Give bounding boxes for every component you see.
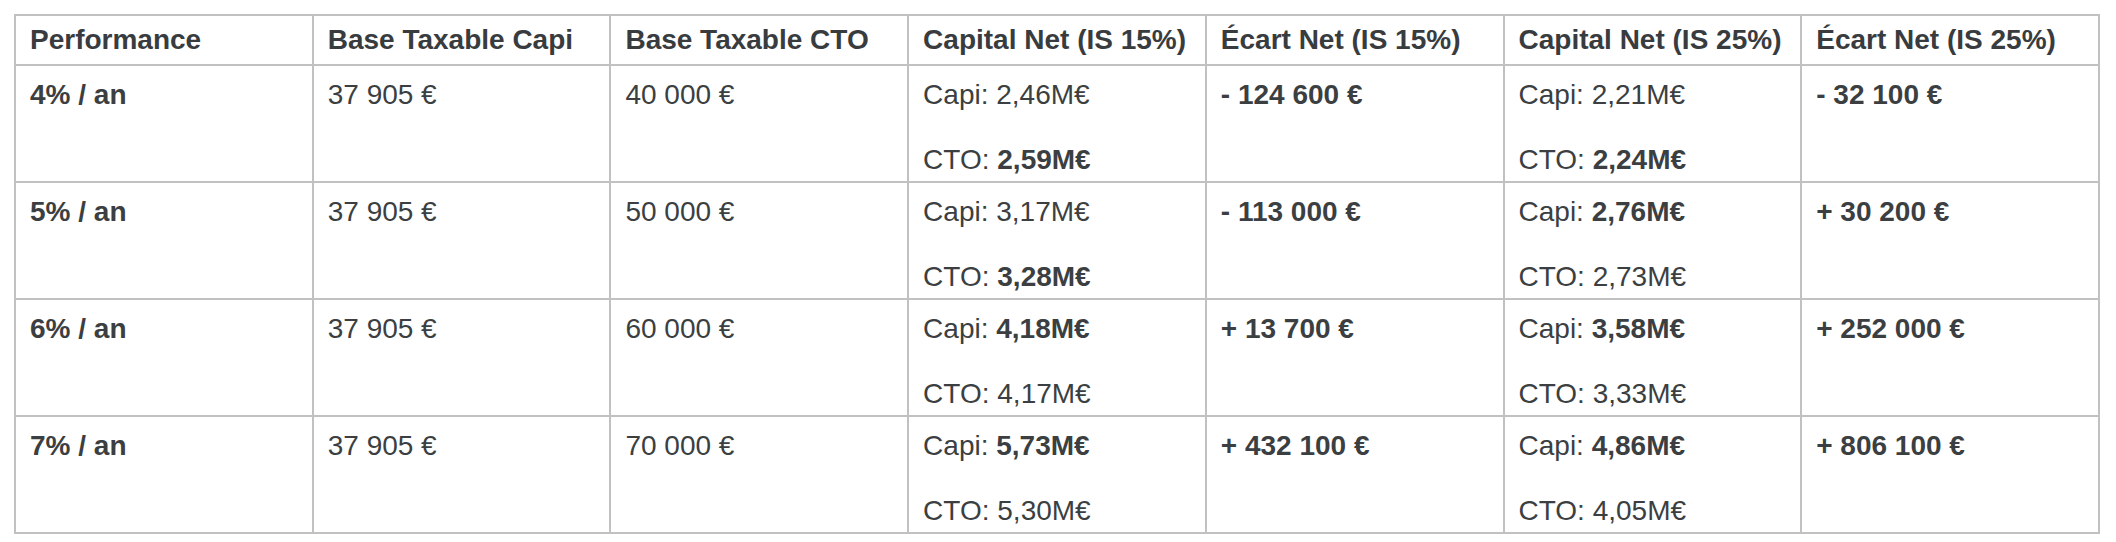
capi-line: Capi: 2,76M€ — [1519, 195, 1787, 229]
column-header-base-taxable-cto: Base Taxable CTO — [610, 15, 908, 65]
cto-line: CTO: 3,33M€ — [1519, 377, 1787, 411]
column-header-base-taxable-capi: Base Taxable Capi — [313, 15, 611, 65]
capi-value: 4,86M€ — [1592, 430, 1685, 461]
cto-line: CTO: 2,59M€ — [923, 143, 1191, 177]
table-body: 4% / an 37 905 € 40 000 € Capi: 2,46M€ C… — [15, 65, 2099, 533]
capi-value: 2,76M€ — [1592, 196, 1685, 227]
cell-base-taxable-capi: 37 905 € — [313, 182, 611, 299]
cto-line: CTO: 3,28M€ — [923, 260, 1191, 294]
cell-base-taxable-capi: 37 905 € — [313, 65, 611, 182]
capi-label: Capi: — [923, 79, 988, 110]
cell-ecart-net-is25: - 32 100 € — [1801, 65, 2099, 182]
capi-label: Capi: — [1519, 430, 1584, 461]
capi-line: Capi: 3,17M€ — [923, 195, 1191, 229]
cell-base-taxable-cto: 50 000 € — [610, 182, 908, 299]
capi-line: Capi: 2,46M€ — [923, 78, 1191, 112]
tax-comparison-table: Performance Base Taxable Capi Base Taxab… — [14, 14, 2100, 534]
capi-value: 4,18M€ — [996, 313, 1089, 344]
page-content: Performance Base Taxable Capi Base Taxab… — [0, 0, 2116, 534]
cto-label: CTO: — [923, 144, 989, 175]
cell-capital-net-is15: Capi: 2,46M€ CTO: 2,59M€ — [908, 65, 1206, 182]
cell-ecart-net-is25: + 252 000 € — [1801, 299, 2099, 416]
cto-value: 5,30M€ — [997, 495, 1090, 526]
cto-line: CTO: 2,73M€ — [1519, 260, 1787, 294]
cto-value: 4,05M€ — [1593, 495, 1686, 526]
capi-line: Capi: 2,21M€ — [1519, 78, 1787, 112]
capi-label: Capi: — [1519, 196, 1584, 227]
cto-label: CTO: — [923, 495, 989, 526]
capi-line: Capi: 5,73M€ — [923, 429, 1191, 463]
cto-label: CTO: — [1519, 495, 1585, 526]
cell-performance: 5% / an — [15, 182, 313, 299]
capi-value: 2,46M€ — [996, 79, 1089, 110]
table-row: 4% / an 37 905 € 40 000 € Capi: 2,46M€ C… — [15, 65, 2099, 182]
capi-value: 5,73M€ — [996, 430, 1089, 461]
table-header: Performance Base Taxable Capi Base Taxab… — [15, 15, 2099, 65]
cto-label: CTO: — [1519, 378, 1585, 409]
cto-value: 4,17M€ — [997, 378, 1090, 409]
cto-value: 2,59M€ — [997, 144, 1090, 175]
cell-capital-net-is25: Capi: 4,86M€ CTO: 4,05M€ — [1504, 416, 1802, 533]
capi-label: Capi: — [923, 313, 988, 344]
cell-ecart-net-is25: + 30 200 € — [1801, 182, 2099, 299]
table-row: 6% / an 37 905 € 60 000 € Capi: 4,18M€ C… — [15, 299, 2099, 416]
cell-base-taxable-cto: 70 000 € — [610, 416, 908, 533]
column-header-performance: Performance — [15, 15, 313, 65]
table-row: 5% / an 37 905 € 50 000 € Capi: 3,17M€ C… — [15, 182, 2099, 299]
cell-base-taxable-cto: 60 000 € — [610, 299, 908, 416]
cell-capital-net-is15: Capi: 4,18M€ CTO: 4,17M€ — [908, 299, 1206, 416]
capi-line: Capi: 3,58M€ — [1519, 312, 1787, 346]
cto-label: CTO: — [923, 378, 989, 409]
table-row: 7% / an 37 905 € 70 000 € Capi: 5,73M€ C… — [15, 416, 2099, 533]
cto-line: CTO: 4,05M€ — [1519, 494, 1787, 528]
capi-line: Capi: 4,18M€ — [923, 312, 1191, 346]
header-row: Performance Base Taxable Capi Base Taxab… — [15, 15, 2099, 65]
cto-line: CTO: 5,30M€ — [923, 494, 1191, 528]
cell-base-taxable-cto: 40 000 € — [610, 65, 908, 182]
cell-base-taxable-capi: 37 905 € — [313, 416, 611, 533]
cto-label: CTO: — [923, 261, 989, 292]
cell-capital-net-is25: Capi: 2,21M€ CTO: 2,24M€ — [1504, 65, 1802, 182]
cto-value: 2,24M€ — [1593, 144, 1686, 175]
cto-value: 2,73M€ — [1593, 261, 1686, 292]
capi-label: Capi: — [1519, 79, 1584, 110]
cell-capital-net-is15: Capi: 5,73M€ CTO: 5,30M€ — [908, 416, 1206, 533]
cell-capital-net-is15: Capi: 3,17M€ CTO: 3,28M€ — [908, 182, 1206, 299]
capi-line: Capi: 4,86M€ — [1519, 429, 1787, 463]
cell-performance: 7% / an — [15, 416, 313, 533]
cto-line: CTO: 2,24M€ — [1519, 143, 1787, 177]
cell-ecart-net-is25: + 806 100 € — [1801, 416, 2099, 533]
cell-ecart-net-is15: + 13 700 € — [1206, 299, 1504, 416]
capi-label: Capi: — [923, 430, 988, 461]
capi-value: 2,21M€ — [1592, 79, 1685, 110]
cell-capital-net-is25: Capi: 3,58M€ CTO: 3,33M€ — [1504, 299, 1802, 416]
column-header-ecart-net-is25: Écart Net (IS 25%) — [1801, 15, 2099, 65]
column-header-capital-net-is15: Capital Net (IS 15%) — [908, 15, 1206, 65]
cto-label: CTO: — [1519, 144, 1585, 175]
capi-label: Capi: — [923, 196, 988, 227]
column-header-ecart-net-is15: Écart Net (IS 15%) — [1206, 15, 1504, 65]
cell-performance: 4% / an — [15, 65, 313, 182]
cell-base-taxable-capi: 37 905 € — [313, 299, 611, 416]
capi-label: Capi: — [1519, 313, 1584, 344]
column-header-capital-net-is25: Capital Net (IS 25%) — [1504, 15, 1802, 65]
cell-ecart-net-is15: + 432 100 € — [1206, 416, 1504, 533]
cto-value: 3,28M€ — [997, 261, 1090, 292]
cto-label: CTO: — [1519, 261, 1585, 292]
cell-capital-net-is25: Capi: 2,76M€ CTO: 2,73M€ — [1504, 182, 1802, 299]
capi-value: 3,58M€ — [1592, 313, 1685, 344]
cell-ecart-net-is15: - 124 600 € — [1206, 65, 1504, 182]
cto-value: 3,33M€ — [1593, 378, 1686, 409]
cto-line: CTO: 4,17M€ — [923, 377, 1191, 411]
cell-performance: 6% / an — [15, 299, 313, 416]
capi-value: 3,17M€ — [996, 196, 1089, 227]
cell-ecart-net-is15: - 113 000 € — [1206, 182, 1504, 299]
